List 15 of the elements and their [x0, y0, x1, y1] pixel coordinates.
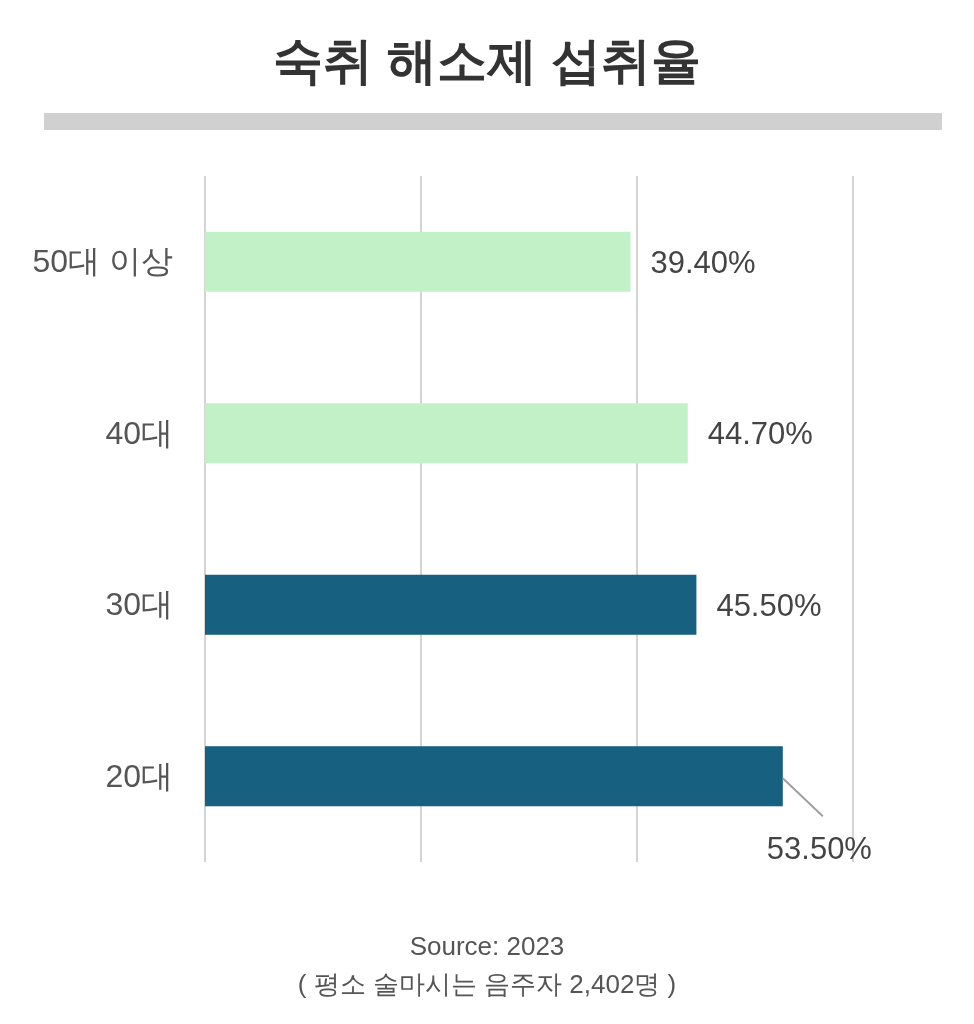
y-tick-label: 50대 이상	[32, 242, 173, 279]
y-tick-label: 30대	[105, 585, 173, 622]
chart-title: 숙취 해소제 섭취율	[273, 33, 701, 89]
bar	[205, 231, 631, 292]
y-tick-label: 40대	[105, 414, 173, 451]
data-label: 44.70%	[707, 416, 813, 452]
data-label: 53.50%	[766, 831, 872, 867]
bar	[205, 746, 783, 807]
text: ( 평소 술마시는 음주자 2,402명 )	[297, 969, 677, 999]
data-label: 45.50%	[716, 587, 822, 623]
y-tick-label: 20대	[105, 757, 173, 794]
data-label: 39.40%	[650, 244, 756, 280]
source-note: Source: 2023	[409, 931, 565, 961]
bar	[205, 403, 688, 464]
bar	[205, 574, 697, 635]
